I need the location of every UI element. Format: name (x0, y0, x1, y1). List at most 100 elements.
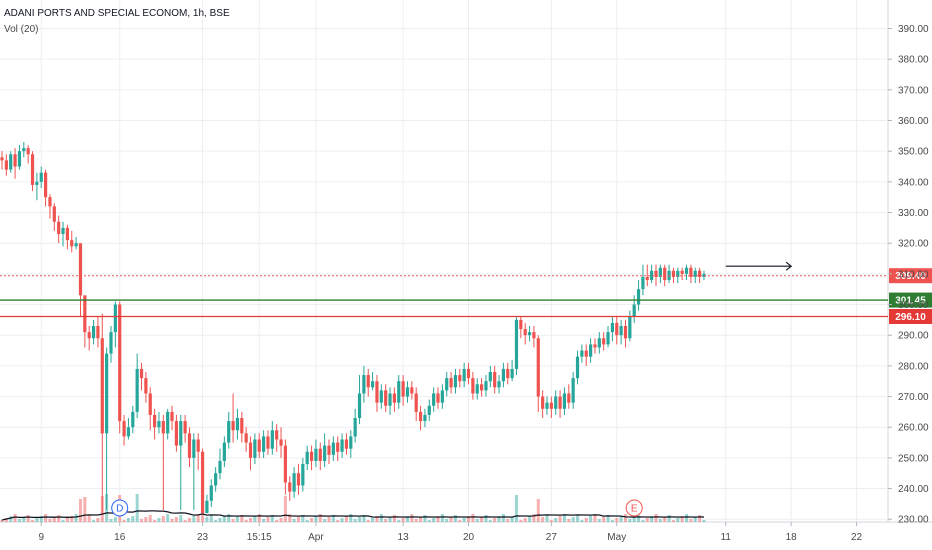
price-axis[interactable]: 230.00 240.00 250.00 260.00 270.00 280.00 290.… (888, 24, 929, 526)
event-marker[interactable]: E (625, 499, 643, 517)
candle-body (318, 448, 322, 461)
candle (597, 332, 601, 354)
candle-body (654, 270, 658, 277)
candle (658, 264, 662, 284)
candle (610, 316, 614, 342)
volume-indicator-label[interactable]: Vol (20) (4, 24, 39, 35)
event-marker[interactable]: D (111, 499, 129, 517)
candle-body (480, 384, 484, 391)
volume-bar (240, 515, 244, 522)
candle (153, 408, 157, 440)
candle-body (153, 414, 157, 428)
volume-bar (161, 516, 165, 522)
volume-bar (371, 518, 375, 522)
volume-bar (641, 520, 645, 522)
volume-bar (632, 517, 636, 522)
volume-bar (83, 497, 87, 522)
candle (514, 316, 519, 376)
volume-bar (310, 518, 314, 522)
time-tick-label: 13 (398, 532, 410, 543)
candle-body (571, 378, 575, 403)
candle (26, 145, 30, 164)
event-marker-circle[interactable] (111, 499, 129, 517)
volume-bar (440, 514, 444, 522)
volume-bar (589, 516, 593, 522)
candle (580, 344, 584, 363)
candle (44, 169, 48, 207)
candle-body (301, 464, 305, 486)
volume-bar (362, 515, 366, 522)
volume-bar (693, 517, 697, 522)
candle (222, 436, 226, 468)
candle (602, 332, 606, 351)
time-tick-label: 18 (786, 532, 798, 543)
candle-body (61, 227, 65, 234)
candle (139, 362, 144, 391)
price-tick-label: 230.00 (898, 515, 929, 526)
volume-bar (462, 518, 466, 522)
candle (436, 387, 440, 409)
candle (157, 411, 161, 434)
volume-bar (283, 496, 287, 522)
candle (301, 457, 305, 492)
price-label-bg-red (889, 308, 932, 324)
volume-bar (702, 520, 706, 522)
event-marker-label: E (631, 504, 638, 515)
candle-body (366, 375, 370, 388)
candle (87, 325, 91, 351)
time-tick-label: May (607, 532, 626, 543)
volume-bar (87, 515, 91, 522)
volume-bar (580, 520, 584, 522)
candle (397, 375, 401, 409)
price-tick-label: 340.00 (898, 177, 929, 188)
candle (536, 335, 540, 412)
volume-bar (78, 499, 82, 522)
event-marker-circle[interactable] (625, 499, 643, 517)
price-tick-label: 310.00 (898, 269, 929, 280)
price-tick-label: 370.00 (898, 85, 929, 96)
candle (336, 436, 340, 461)
candle (427, 399, 431, 422)
candle (35, 172, 39, 201)
candle (327, 439, 331, 465)
volume-bar (401, 518, 405, 522)
candle-body (70, 240, 74, 247)
volume-bar (549, 520, 553, 522)
candle (78, 243, 83, 317)
candle-body (327, 445, 331, 455)
volume-bar (388, 517, 392, 522)
candle (405, 381, 410, 403)
candle-body (87, 332, 91, 339)
volume-bar (218, 518, 222, 522)
volume-bar (336, 520, 340, 522)
candle-body (262, 436, 266, 452)
candle (449, 372, 453, 394)
candle-body (514, 319, 519, 369)
candle (466, 362, 471, 385)
candle-body (9, 154, 13, 170)
candle-body (253, 439, 257, 458)
volume-bar (689, 519, 693, 522)
volume-bar (253, 516, 257, 522)
candle-body (279, 439, 283, 446)
candle (379, 384, 383, 409)
candle (545, 396, 549, 415)
time-axis[interactable]: 9 16 23 15:15 Apr 13 20 27 May 11 18 22 (38, 522, 863, 543)
candle-body (131, 411, 135, 428)
volume-bar (480, 517, 484, 522)
event-marker-label: D (116, 504, 123, 515)
volume-bar (157, 518, 161, 522)
candle (510, 359, 514, 382)
volume-bar (375, 516, 379, 522)
candle (13, 148, 17, 179)
chart-legend: ADANI PORTS AND SPECIAL ECONOM, 1h, BSE … (4, 6, 230, 38)
candle (645, 264, 649, 287)
price-tick-label: 380.00 (898, 55, 929, 66)
volume-bar (602, 517, 606, 522)
candle-body (449, 378, 453, 388)
candle (527, 325, 532, 342)
candle-body (344, 439, 349, 449)
candle-body (214, 473, 218, 486)
